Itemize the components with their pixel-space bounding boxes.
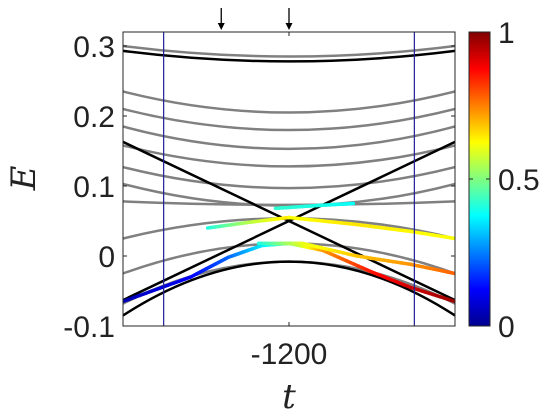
black-line-4: [123, 260, 455, 317]
gray-level-line-8: [123, 200, 455, 207]
arrow-marker-1: [217, 8, 225, 30]
colored-segment-piece: [449, 270, 455, 276]
y-axis-ticks: -0.1 0 0.1 0.2 0.3: [63, 31, 455, 344]
x-tick-label: -1200: [251, 338, 328, 371]
arrow-markers: [217, 8, 293, 30]
colorbar-tick-label: 1: [498, 17, 515, 50]
gray-level-line-4: [123, 125, 455, 151]
colorbar: 10.50: [468, 17, 540, 344]
x-axis-label: t: [282, 377, 296, 417]
gray-level-line-3: [123, 107, 455, 132]
colored-segment-4: [205, 215, 291, 230]
colored-segment-2: [287, 241, 455, 304]
x-axis-ticks: -1200: [251, 32, 328, 371]
black-line-1: [123, 49, 455, 63]
colored-segment-5: [287, 215, 455, 241]
plot-area: [122, 31, 456, 327]
colored-segment-piece: [449, 236, 455, 241]
y-tick-label: 0: [98, 241, 115, 274]
colored-segment-3: [256, 241, 455, 276]
y-tick-label: -0.1: [63, 311, 115, 344]
arrow-marker-2: [285, 8, 293, 30]
vertical-markers: [163, 32, 415, 326]
colorbar-tick-label: 0.5: [498, 164, 540, 197]
colored-segment-piece: [449, 298, 455, 304]
black-lines: [123, 49, 455, 317]
black-line-3: [123, 140, 455, 302]
colorbar-tick-label: 0: [498, 311, 515, 344]
colored-segment-6: [273, 201, 356, 211]
y-tick-label: 0.2: [73, 101, 115, 134]
colorbar-ticks: 10.50: [469, 17, 540, 344]
y-tick-label: 0.1: [73, 171, 115, 204]
gray-level-line-1: [123, 44, 455, 58]
gray-level-line-5: [123, 144, 455, 168]
arrow-head: [217, 23, 225, 30]
colored-segments: [123, 201, 455, 304]
gray-level-line-2: [123, 90, 455, 114]
y-tick-label: 0.3: [73, 31, 115, 64]
y-axis-label: E: [4, 165, 44, 191]
gray-level-line-6: [123, 165, 455, 190]
arrow-head: [285, 23, 293, 30]
